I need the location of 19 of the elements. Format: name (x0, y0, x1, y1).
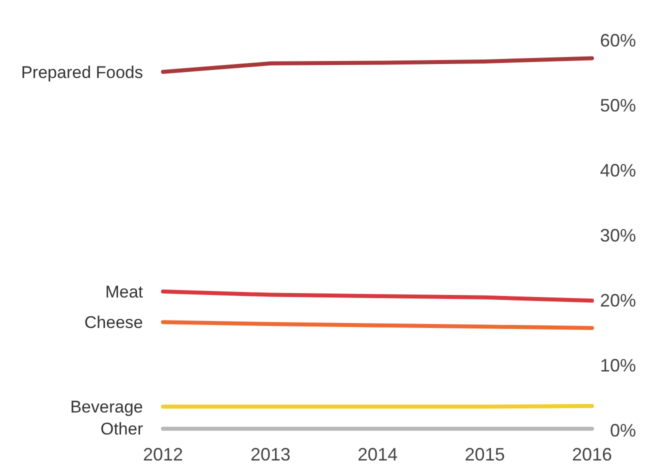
x-tick-label: 2013 (250, 444, 290, 464)
y-tick-label: 30% (600, 225, 636, 246)
series-label: Prepared Foods (21, 62, 143, 82)
y-tick-label: 20% (600, 290, 636, 310)
y-tick-label: 10% (600, 355, 636, 376)
y-tick-label: 40% (600, 160, 636, 180)
x-tick-label: 2012 (142, 444, 184, 464)
y-tick-label: 0% (610, 420, 636, 440)
y-tick-label: 60% (600, 30, 636, 50)
series-label: Other (100, 420, 144, 439)
series-label: Meat (105, 282, 144, 302)
y-tick-label: 50% (600, 95, 636, 116)
series-label: Beverage (70, 398, 143, 417)
line-series (161, 56, 594, 74)
x-tick-label: 2016 (572, 444, 612, 464)
x-tick-label: 2014 (358, 444, 398, 464)
line-series (161, 290, 594, 303)
x-tick-label: 2015 (464, 444, 505, 464)
series-label: Cheese (84, 313, 143, 332)
